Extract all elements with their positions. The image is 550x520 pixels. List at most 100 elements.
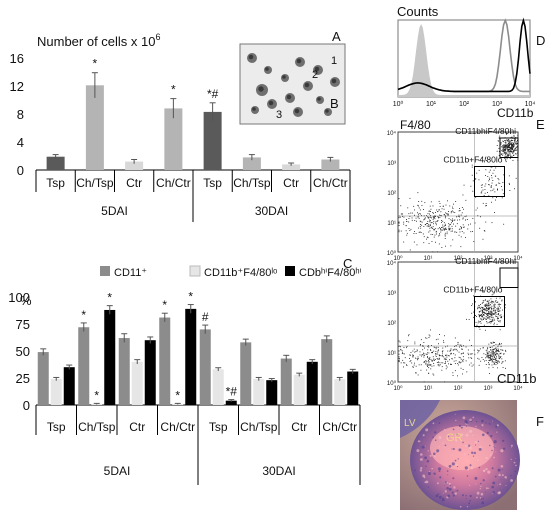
event-dot [442,226,444,228]
event-dot [409,354,411,356]
event-dot [399,358,400,360]
event-dot [428,210,430,212]
cell-nucleus [248,54,254,60]
event-dot [487,304,489,306]
event-dot [491,302,493,304]
chart-d-xtick-label: 10¹ [426,101,437,108]
tissue-speck [442,442,444,444]
event-dot [502,145,504,147]
event-dot [471,365,473,367]
event-dot [497,348,499,350]
event-dot [502,309,503,311]
event-dot [487,356,489,357]
tissue-speck [441,498,445,502]
chart-c-significance: *# [226,385,238,399]
event-dot [492,316,494,318]
chart-e-ytick-label: 10³ [387,291,396,297]
tissue-speck [425,445,426,447]
tissue-speck [469,464,472,467]
tissue-speck [475,444,477,446]
event-dot [501,343,502,345]
tissue-speck [438,470,441,472]
event-dot [426,238,427,240]
event-dot [421,205,423,206]
event-dot [429,230,431,232]
event-dot [445,346,447,348]
tissue-speck [428,471,430,472]
event-dot [494,310,496,312]
event-dot [453,219,455,221]
event-dot [442,226,444,228]
event-dot [482,307,484,308]
event-dot [499,358,500,360]
event-dot [483,317,485,319]
tissue-speck [414,469,416,472]
event-dot [398,215,400,217]
event-dot [450,211,452,212]
event-dot [509,148,511,150]
tissue-speck [465,495,467,497]
event-dot [490,314,492,316]
event-dot [507,146,509,148]
event-dot [509,149,511,151]
chart-c-significance: * [94,388,99,402]
event-dot [492,352,494,353]
event-dot [510,146,512,148]
event-dot [463,345,464,347]
event-dot [498,343,500,345]
event-dot [516,143,517,145]
event-dot [489,316,491,317]
event-dot [495,300,497,301]
event-dot [460,344,462,346]
event-dot [465,360,467,362]
event-dot [511,136,513,138]
tissue-speck [474,476,478,480]
event-dot [511,144,512,146]
event-dot [417,374,419,376]
event-dot [439,234,441,236]
tissue-speck [437,467,442,471]
event-dot [498,318,499,319]
tissue-speck [457,458,459,460]
histogram-curve [397,17,531,93]
tissue-speck [452,477,455,480]
event-dot [505,140,506,142]
event-dot [399,216,401,218]
tissue-speck [456,466,459,468]
tissue-speck [438,495,442,499]
event-dot [493,348,494,350]
event-dot [425,360,427,361]
event-dot [490,311,492,313]
event-dot [491,352,493,354]
chart-a-category-label: Ch/Ctr [156,176,191,190]
cell-nucleus [286,94,292,100]
event-dot [469,364,471,366]
event-dot [492,310,494,312]
event-dot [491,314,493,316]
event-dot [475,178,477,180]
event-dot [447,355,449,357]
event-dot [413,205,415,207]
event-dot [477,322,479,324]
event-dot [435,348,437,350]
event-dot [436,209,438,211]
event-dot [487,357,489,359]
chart-e-ytick-label: 10² [387,321,396,327]
tissue-speck [469,429,473,433]
tissue-speck [466,475,469,477]
event-dot [415,217,417,219]
event-dot [455,360,457,362]
event-dot [470,362,472,364]
event-dot [458,234,460,236]
tissue-speck [451,454,453,456]
event-dot [493,323,495,325]
event-dot [500,352,502,354]
event-dot [487,356,489,358]
chart-e-ytick-label: 10³ [387,161,396,167]
tissue-speck [459,505,462,508]
histology-image: LV GR F [400,400,544,510]
event-dot [510,147,512,149]
event-dot [426,337,428,339]
event-dot [422,345,424,346]
event-dot [477,308,478,310]
